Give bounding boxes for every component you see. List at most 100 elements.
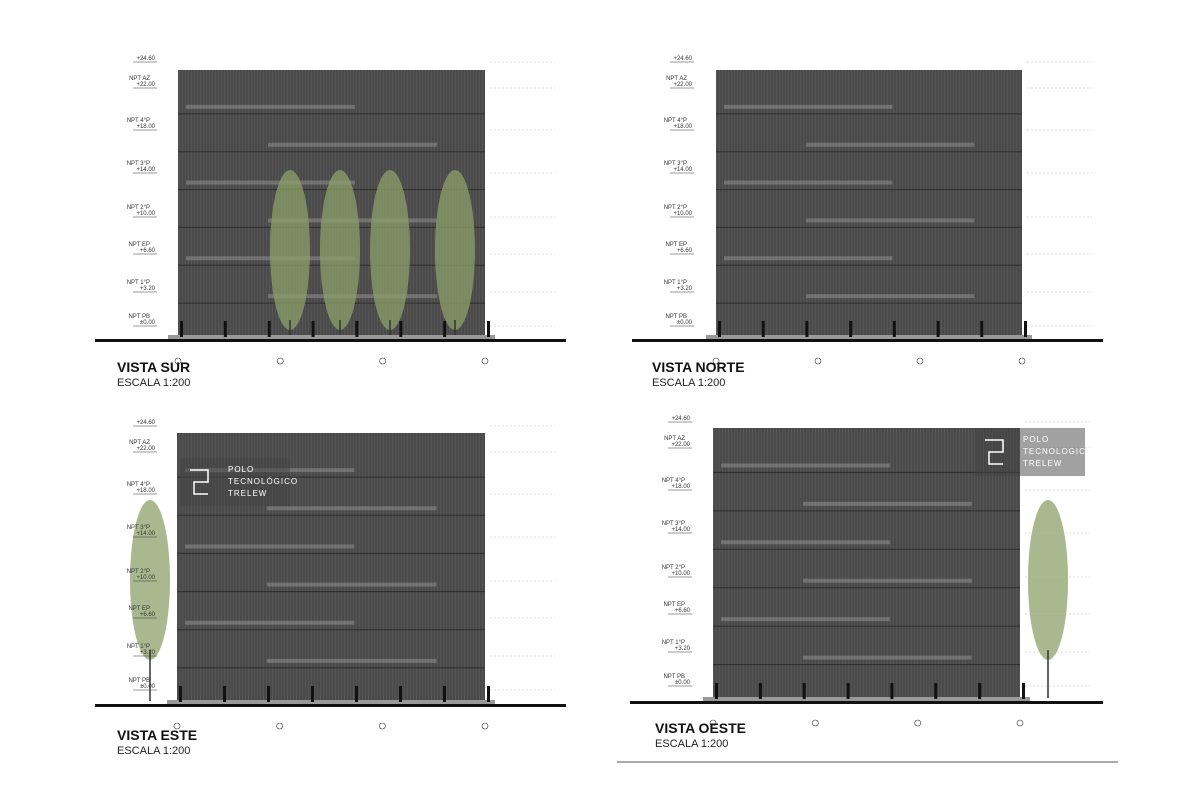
level-name: NPT 1°P [127,644,150,650]
level-elevation: +22.00 [671,442,690,448]
level-name: NPT AZ [664,436,685,442]
floor-band [267,582,437,587]
level-name: NPT 2°P [127,205,150,211]
level-name: NPT 2°P [664,205,687,211]
level-name: NPT 3°P [127,161,150,167]
level-name: NPT 2°P [662,565,685,571]
floor-band [803,655,972,660]
logo-text: TECNOLOGICO [1023,447,1093,456]
person-silhouette [758,683,762,699]
level-elevation: +3.20 [675,646,691,652]
person-silhouette [311,321,315,337]
person-silhouette [761,321,765,337]
level-elevation: ±0.00 [677,320,693,326]
floor-band [803,501,972,506]
level-elevation: +14.00 [136,531,155,537]
person-silhouette [715,683,718,699]
grid-bubble [379,722,386,730]
level-name: NPT 4°P [127,482,150,488]
level-name: NPT EP [663,602,685,608]
person-silhouette [399,321,403,337]
level-name: NPT 4°P [127,118,150,124]
person-silhouette [892,321,896,337]
level-elevation: +22.00 [136,446,155,452]
level-elevation: +18.00 [673,124,692,130]
floor-band [724,180,893,185]
tree [435,170,475,330]
level-elevation: ±0.00 [140,320,156,326]
person-silhouette [223,686,226,702]
ground-line [632,339,1103,342]
level-elevation: ±0.00 [675,680,691,686]
person-silhouette [718,321,721,337]
person-silhouette [978,683,982,699]
floor-band [724,104,893,109]
view-title: VISTA SUR [117,359,190,375]
floor-band [185,620,355,625]
floor-band [806,218,975,223]
sidewalk [168,335,495,339]
level-name: NPT EP [128,606,150,612]
floor-band [803,578,972,583]
level-name: NPT 3°P [662,521,685,527]
level-name: NPT 1°P [662,640,685,646]
level-elevation: +10.00 [671,571,690,577]
grid-bubble [174,357,182,365]
sidewalk [703,697,1030,701]
level-name: NPT 4°P [664,118,687,124]
floor-band [724,256,893,261]
level-elevation: +14.00 [673,167,692,173]
level-elevation: +6.60 [140,248,156,254]
view-title: VISTA OESTE [655,720,746,736]
person-silhouette [890,683,894,699]
logo-text: POLO [1023,435,1049,444]
floor-band [806,142,975,147]
person-silhouette [849,321,853,337]
floor-band [267,506,437,511]
person-silhouette [267,686,270,702]
level-name: NPT 2°P [127,569,150,575]
level-name: NPT 1°P [127,280,150,286]
view-scale: ESCALA 1:200 [655,738,728,750]
floor-band [186,180,355,185]
level-elevation: +24.60 [673,56,692,62]
person-silhouette [399,686,402,702]
floor-band [267,658,437,663]
view-title: VISTA NORTE [652,359,745,375]
tree [130,500,170,660]
level-elevation: +3.20 [677,286,693,292]
level-elevation: +24.60 [136,56,155,62]
level-elevation: +22.00 [673,82,692,88]
ground-line [630,701,1103,704]
level-name: NPT 3°P [664,161,687,167]
grid-bubble [277,357,284,365]
person-silhouette [846,683,850,699]
grid-bubble [814,357,822,365]
grid-bubble [709,719,717,727]
level-name: NPT 1°P [664,280,687,286]
tree [270,170,310,330]
person-silhouette [805,321,809,337]
person-silhouette [443,321,447,337]
level-name: NPT AZ [129,440,150,446]
grid-bubble [1018,357,1026,365]
person-silhouette [180,321,183,337]
logo-text: POLO [228,465,254,474]
person-silhouette [487,321,490,337]
logo-mark [190,469,209,495]
grid-bubble [481,722,489,730]
view-scale: ESCALA 1:200 [117,745,190,757]
level-elevation: +10.00 [136,575,155,581]
level-elevation: +18.00 [136,124,155,130]
person-silhouette [487,686,490,702]
ground-line [95,339,566,342]
level-elevation: +24.60 [136,420,155,426]
view-scale: ESCALA 1:200 [117,377,190,389]
person-silhouette [1022,683,1025,699]
level-elevation: +22.00 [136,82,155,88]
logo-text: TRELEW [1023,459,1062,468]
person-silhouette [179,686,182,702]
